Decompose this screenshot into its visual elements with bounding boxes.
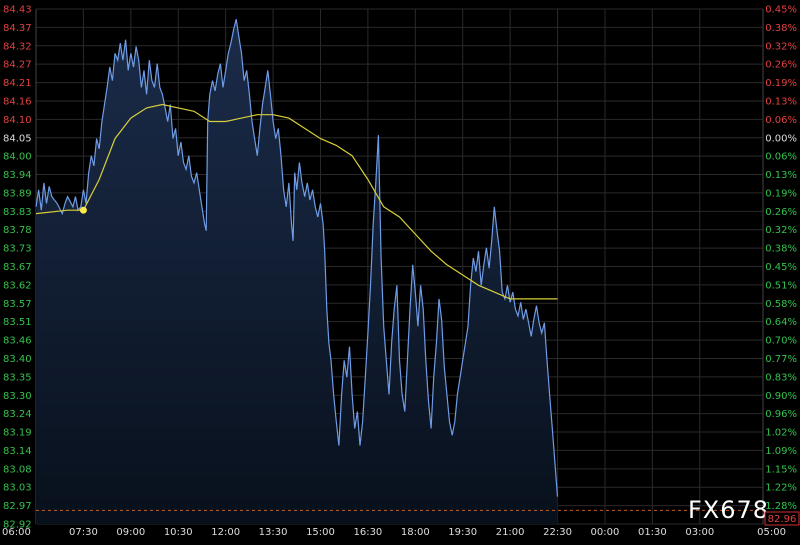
y-tick-label-left: 83.62 <box>3 280 32 291</box>
y-tick-label-right: 0.00% <box>765 133 797 144</box>
y-tick-label-left: 84.21 <box>3 78 32 89</box>
y-tick-label-right: 0.45% <box>765 262 797 273</box>
y-tick-label-left: 83.73 <box>3 244 32 255</box>
y-tick-label-right: 0.13% <box>765 96 797 107</box>
y-tick-label-left: 84.43 <box>3 5 32 16</box>
time-axis: 06:00 07:30 09:00 10:30 12:00 13:30 15:00 16:30… <box>2 527 786 538</box>
x-tick-label: 05:00 <box>757 527 786 538</box>
x-tick-label: 18:00 <box>401 527 430 538</box>
x-tick-label: 10:30 <box>164 527 193 538</box>
y-tick-label-right: 1.09% <box>765 446 797 457</box>
x-tick-label: 15:00 <box>306 527 335 538</box>
y-tick-label-left: 83.14 <box>3 446 32 457</box>
price-area-fill <box>36 19 558 524</box>
y-tick-label-right: 0.83% <box>765 372 797 383</box>
y-tick-label-left: 84.00 <box>3 152 32 163</box>
y-tick-label-right: 0.32% <box>765 41 797 52</box>
y-tick-label-right: 0.51% <box>765 280 797 291</box>
y-tick-label-right: 1.15% <box>765 464 797 475</box>
y-tick-label-right: 0.45% <box>765 5 797 16</box>
y-tick-label-right: 0.96% <box>765 409 797 420</box>
y-tick-label-right: 0.77% <box>765 354 797 365</box>
y-tick-label-left: 83.67 <box>3 262 32 273</box>
right-percent-axis: 0.45% 0.38% 0.32% 0.26% 0.19% 0.13% 0.06% 0.00%… <box>765 5 797 513</box>
y-tick-label-right: 0.70% <box>765 336 797 347</box>
y-tick-label-left: 83.78 <box>3 225 32 236</box>
y-tick-label-right: 0.58% <box>765 299 797 310</box>
average-line <box>35 103 558 300</box>
y-tick-label-right: 1.28% <box>765 501 797 512</box>
price-area <box>36 19 558 524</box>
y-tick-label-left: 83.51 <box>3 317 32 328</box>
x-tick-label: 01:30 <box>638 527 667 538</box>
marker-layer <box>79 206 87 214</box>
x-tick-label: 07:30 <box>69 527 98 538</box>
y-tick-label-left: 83.35 <box>3 372 32 383</box>
y-tick-label-right: 0.19% <box>765 188 797 199</box>
watermark-logo: FX678 <box>688 496 769 524</box>
y-tick-label-left: 83.83 <box>3 207 32 218</box>
y-tick-label-left: 83.24 <box>3 409 32 420</box>
y-tick-label-left: 84.37 <box>3 23 32 34</box>
y-tick-label-right: 0.26% <box>765 207 797 218</box>
price-line <box>35 19 559 497</box>
highlight-marker <box>79 206 87 214</box>
y-tick-label-right: 1.22% <box>765 483 797 494</box>
y-tick-label-right: 0.06% <box>765 115 797 126</box>
y-tick-label-left: 83.19 <box>3 428 32 439</box>
y-tick-label-left: 83.94 <box>3 170 32 181</box>
x-tick-label: 16:30 <box>353 527 382 538</box>
x-tick-label: 00:00 <box>591 527 620 538</box>
x-tick-label: 22:30 <box>543 527 572 538</box>
x-tick-label: 03:00 <box>685 527 714 538</box>
y-tick-label-left: 83.03 <box>3 483 32 494</box>
left-price-axis: 84.43 84.37 84.32 84.27 84.21 84.16 84.10 84.05… <box>3 5 32 531</box>
y-tick-label-right: 1.02% <box>765 428 797 439</box>
y-tick-label-left: 82.97 <box>3 501 32 512</box>
y-tick-label-left: 84.27 <box>3 60 32 71</box>
y-tick-label-right: 0.06% <box>765 152 797 163</box>
y-tick-label-right: 0.32% <box>765 225 797 236</box>
last-price-tag: 82.96 <box>764 511 800 526</box>
x-tick-label: 09:00 <box>116 527 145 538</box>
y-tick-label-left: 84.32 <box>3 41 32 52</box>
y-tick-label-right: 0.38% <box>765 244 797 255</box>
x-tick-label: 13:30 <box>259 527 288 538</box>
x-tick-label: 12:00 <box>211 527 240 538</box>
y-tick-label-left: 82.92 <box>3 520 32 531</box>
price-line-layer <box>35 19 559 497</box>
x-tick-label: 21:00 <box>496 527 525 538</box>
y-tick-label-right: 0.38% <box>765 23 797 34</box>
y-tick-label-left: 84.16 <box>3 96 32 107</box>
y-tick-label-right: 0.90% <box>765 391 797 402</box>
y-tick-label-left: 83.30 <box>3 391 32 402</box>
y-tick-label-left: 83.89 <box>3 188 32 199</box>
y-tick-label-left: 83.46 <box>3 336 32 347</box>
y-tick-label-right: 0.64% <box>765 317 797 328</box>
y-tick-label-left: 84.05 <box>3 133 32 144</box>
y-tick-label-right: 0.26% <box>765 60 797 71</box>
average-line-layer <box>35 103 558 300</box>
y-tick-label-left: 83.08 <box>3 464 32 475</box>
last-price-label: 82.96 <box>768 514 797 525</box>
y-tick-label-left: 83.57 <box>3 299 32 310</box>
x-tick-label: 19:30 <box>448 527 477 538</box>
y-tick-label-right: 0.19% <box>765 78 797 89</box>
x-tick-label: 06:00 <box>2 527 31 538</box>
y-tick-label-left: 84.10 <box>3 115 32 126</box>
y-tick-label-right: 0.13% <box>765 170 797 181</box>
y-tick-label-left: 83.40 <box>3 354 32 365</box>
